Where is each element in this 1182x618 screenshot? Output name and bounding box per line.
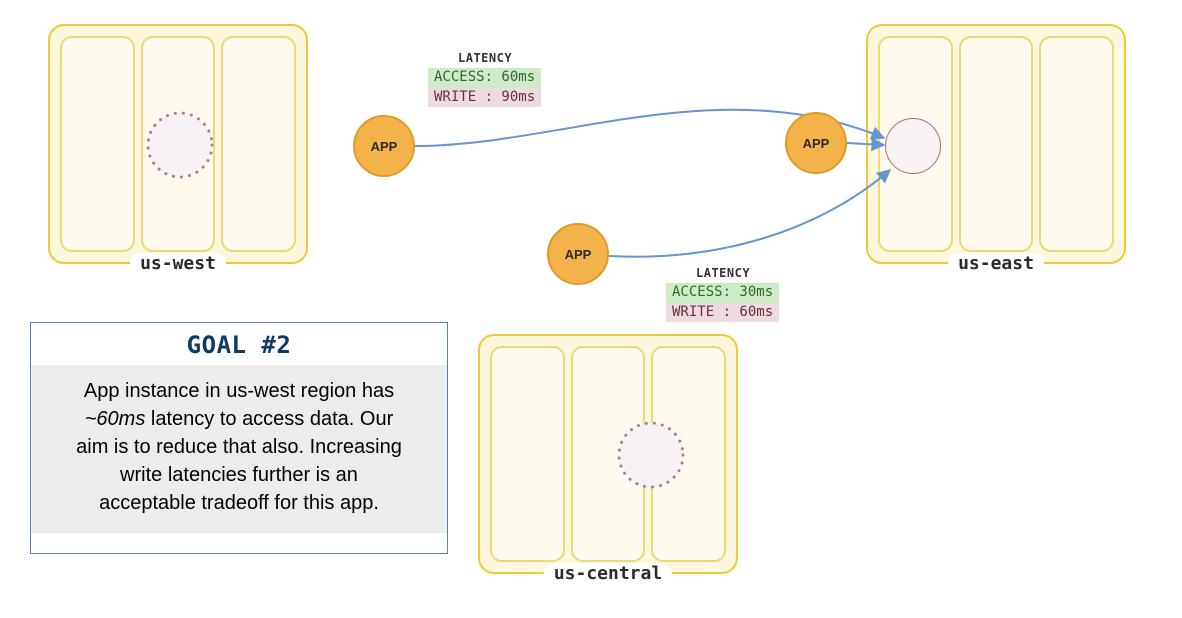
app-label: APP <box>803 136 830 151</box>
latency-access: ACCESS: 60ms <box>428 68 541 88</box>
region-column <box>959 36 1034 252</box>
goal-callout: GOAL #2 App instance in us-west region h… <box>30 322 448 554</box>
region-label: us-west <box>130 253 226 274</box>
app-label: APP <box>565 247 592 262</box>
latency-write: WRITE : 60ms <box>666 303 779 323</box>
region-label: us-central <box>544 563 672 584</box>
goal-title: GOAL #2 <box>31 323 447 365</box>
latency-heading: LATENCY <box>428 51 541 66</box>
latency-access: ACCESS: 30ms <box>666 283 779 303</box>
app-node-central: APP <box>547 223 609 285</box>
latency-label-west: LATENCY ACCESS: 60ms WRITE : 90ms <box>428 51 541 107</box>
app-node-west: APP <box>353 115 415 177</box>
latency-write: WRITE : 90ms <box>428 88 541 108</box>
region-us-central: us-central <box>478 334 738 574</box>
placeholder-circle-west <box>144 109 216 181</box>
app-node-east: APP <box>785 112 847 174</box>
region-column <box>60 36 135 252</box>
goal-body: App instance in us-west region has~60ms … <box>31 365 447 533</box>
placeholder-circle-central <box>615 419 687 491</box>
app-label: APP <box>371 139 398 154</box>
data-target-circle <box>885 118 941 174</box>
latency-label-central: LATENCY ACCESS: 30ms WRITE : 60ms <box>666 266 779 322</box>
region-column <box>490 346 565 562</box>
latency-heading: LATENCY <box>666 266 779 281</box>
region-column <box>1039 36 1114 252</box>
region-column <box>221 36 296 252</box>
region-label: us-east <box>948 253 1044 274</box>
